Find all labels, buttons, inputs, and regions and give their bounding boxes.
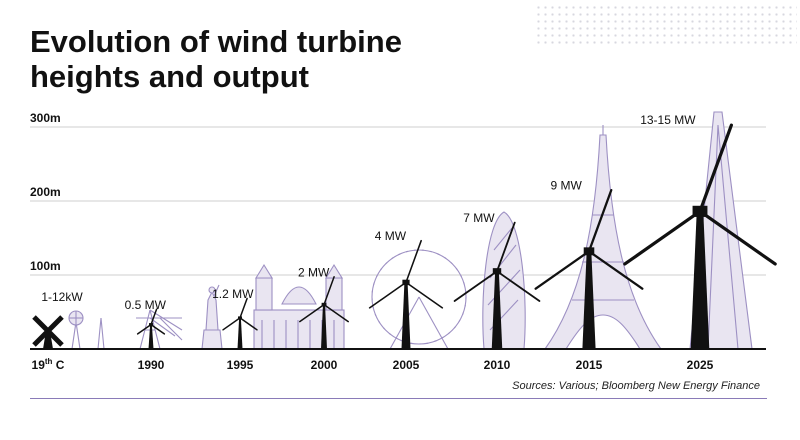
turbine-0 (32, 315, 64, 349)
eiffel-tower-landmark (543, 125, 663, 350)
turbine-nacelle-5 (492, 268, 502, 275)
turbine-tower-1 (148, 324, 154, 349)
st-pauls-cathedral-landmark (253, 263, 345, 350)
turbine-4 (368, 239, 444, 349)
turbine-2 (222, 297, 258, 349)
turbine-blade-1-1 (150, 323, 166, 335)
turbine-blade-4-1 (405, 281, 444, 309)
turbine-nacelle-4 (402, 279, 410, 286)
turbine-tower-4 (401, 282, 411, 349)
turbine-blade-1-0 (136, 323, 152, 335)
gridlines (30, 126, 766, 276)
turbine-nacelle-3 (321, 302, 327, 307)
the-gherkin-landmark (482, 211, 526, 350)
turbine-tower-3 (321, 304, 327, 349)
y-tick-label-200: 200m (30, 185, 61, 199)
output-label-6: 9 MW (551, 178, 583, 192)
turbine-6 (534, 188, 644, 349)
chart-title-line-2: heights and output (30, 59, 309, 94)
x-tick-label-7: 2025 (687, 358, 714, 372)
output-label-7: 13-15 MW (640, 113, 696, 127)
windmill-sail-3 (46, 329, 64, 347)
turbine-blade-2-0 (222, 317, 241, 331)
x-tick-label-2: 1995 (227, 358, 254, 372)
windmill-sail-1 (46, 315, 64, 333)
turbine-blade-3-1 (323, 303, 349, 323)
turbine-tower-5 (491, 271, 503, 349)
turbine-blade-7-2 (698, 123, 733, 213)
turbine-blade-6-2 (587, 188, 613, 253)
turbine-blade-6-1 (587, 250, 644, 290)
x-tick-label-3: 2000 (311, 358, 338, 372)
turbine-blade-2-2 (239, 297, 248, 319)
turbine-nacelle-7 (692, 205, 708, 217)
turbine-blade-7-1 (698, 209, 777, 266)
turbine-3 (299, 276, 349, 349)
turbine-blade-4-0 (368, 281, 407, 309)
turbine-blade-3-2 (323, 276, 335, 306)
turbine-tower-6 (582, 251, 596, 349)
output-label-3: 2 MW (298, 265, 330, 279)
x-tick-label-1: 1990 (138, 358, 165, 372)
turbine-tower-2 (237, 317, 243, 349)
turbine-blade-2-1 (239, 317, 258, 331)
turbine-blade-5-2 (496, 221, 516, 273)
source-note: Sources: Various; Bloomberg New Energy F… (512, 380, 760, 392)
turbine-nacelle-2 (238, 316, 242, 320)
bottom-divider (30, 398, 767, 399)
turbine-1 (136, 308, 166, 349)
turbines (32, 123, 777, 349)
windpump-landmark (68, 310, 105, 350)
data-labels: 1-12kW 0.5 MW 1.2 MW 2 MW 4 MW 7 MW 9 MW 13-15 … (41, 113, 696, 312)
turbine-tower-7 (690, 211, 710, 349)
output-label-5: 7 MW (463, 211, 495, 225)
turbine-5 (453, 221, 541, 349)
output-label-1: 0.5 MW (125, 298, 167, 312)
output-label-0: 1-12kW (41, 290, 83, 304)
dotted-pattern-decoration (535, 4, 797, 44)
turbine-blade-3-0 (299, 303, 325, 323)
turbine-nacelle-6 (583, 247, 595, 256)
x-tick-label-6: 2015 (576, 358, 603, 372)
x-tick-label-4: 2005 (393, 358, 420, 372)
turbine-7 (623, 123, 777, 349)
x-tick-label-0: 19th C (32, 357, 65, 372)
london-eye-landmark (371, 249, 467, 350)
turbine-blade-4-2 (405, 239, 422, 284)
turbine-blade-5-0 (453, 270, 498, 302)
axes: 100m 200m 300m 19th C 1990 1995 2000 2005 2010 20… (30, 111, 766, 372)
turbine-blade-1-2 (150, 308, 158, 326)
output-label-2: 1.2 MW (212, 287, 254, 301)
windmill-sail-2 (32, 329, 50, 347)
turbine-blade-7-0 (623, 209, 702, 266)
turbine-blade-5-1 (496, 270, 541, 302)
chart-title: Evolution of wind turbine heights and ou… (30, 24, 490, 94)
y-tick-label-300: 300m (30, 111, 61, 125)
statue-of-liberty-landmark (201, 284, 223, 350)
output-label-4: 4 MW (375, 229, 407, 243)
turbine-nacelle-1 (149, 323, 153, 327)
x-tick-label-5: 2010 (484, 358, 511, 372)
chart-title-line-1: Evolution of wind turbine (30, 24, 402, 59)
windmill-sail-0 (32, 315, 50, 333)
y-tick-label-100: 100m (30, 259, 61, 273)
landmarks (68, 111, 753, 350)
turbine-blade-6-0 (534, 250, 591, 290)
